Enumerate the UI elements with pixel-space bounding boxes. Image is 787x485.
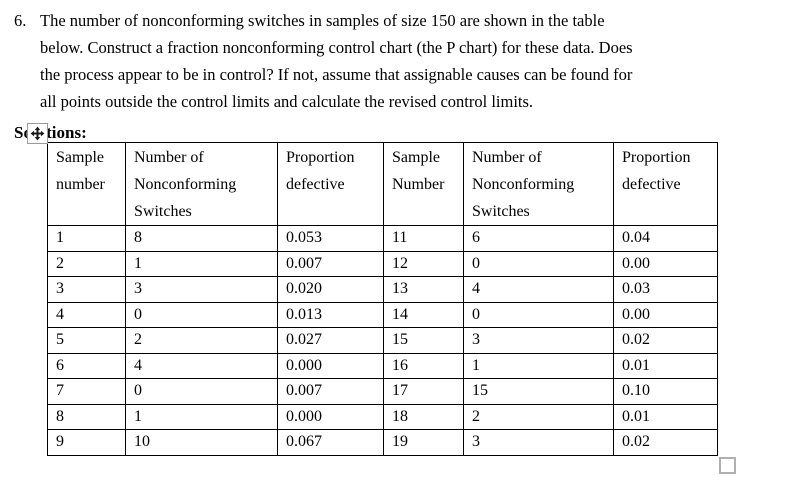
data-table: Sample number Number of Nonconforming Swi… (47, 142, 718, 456)
table-cell: 4 (463, 276, 614, 303)
table-row: 4 0 0.013 14 0 0.00 (47, 301, 718, 328)
table-cell: 1 (47, 225, 126, 252)
table-cell: 1 (125, 403, 278, 430)
table-cell: 0 (125, 378, 278, 405)
table-cell: 4 (125, 352, 278, 379)
table-cell: 9 (47, 429, 126, 456)
table-cell: 2 (125, 327, 278, 354)
column-header: Sample Number (383, 142, 464, 226)
table-cell: 5 (47, 327, 126, 354)
column-header: Sample number (47, 142, 126, 226)
column-header: Number of Nonconforming Switches (125, 142, 278, 226)
table-cell: 6 (47, 352, 126, 379)
table-cell: 7 (47, 378, 126, 405)
table-cell: 16 (383, 352, 464, 379)
table-cell: 8 (125, 225, 278, 252)
table-cell: 11 (383, 225, 464, 252)
table-cell: 3 (463, 327, 614, 354)
table-cell: 19 (383, 429, 464, 456)
table-move-handle[interactable] (27, 123, 48, 144)
table-cell: 0.020 (277, 276, 384, 303)
table-cell: 0.067 (277, 429, 384, 456)
column-header: Number of Nonconforming Switches (463, 142, 614, 226)
table-cell: 0.00 (613, 250, 718, 277)
problem-line-3: the process appear to be in control? If … (40, 65, 633, 84)
table-cell: 1 (125, 250, 278, 277)
table-cell: 17 (383, 378, 464, 405)
table-cell: 1 (463, 352, 614, 379)
table-cell: 0.10 (613, 378, 718, 405)
table-body: 1 8 0.053 11 6 0.04 2 1 0.007 12 0 0.00 3 3 0.020 13 4 0.… (47, 225, 718, 456)
problem-line-2: below. Construct a fraction nonconformin… (40, 38, 633, 57)
table-cell: 0 (463, 250, 614, 277)
table-cell: 0.01 (613, 352, 718, 379)
table-cell: 15 (383, 327, 464, 354)
table-cell: 3 (463, 429, 614, 456)
table-row: 2 1 0.007 12 0 0.00 (47, 250, 718, 277)
table-cell: 0.00 (613, 301, 718, 328)
table-cell: 0.007 (277, 250, 384, 277)
table-cell: 0 (463, 301, 614, 328)
table-cell: 12 (383, 250, 464, 277)
table-cell: 0.007 (277, 378, 384, 405)
table-row: 6 4 0.000 16 1 0.01 (47, 352, 718, 379)
table-row: 1 8 0.053 11 6 0.04 (47, 225, 718, 252)
table-cell: 13 (383, 276, 464, 303)
table-cell: 0.027 (277, 327, 384, 354)
table-cell: 0.03 (613, 276, 718, 303)
table-cell: 0.02 (613, 327, 718, 354)
table-cell: 2 (47, 250, 126, 277)
table-cell: 2 (463, 403, 614, 430)
table-cell: 14 (383, 301, 464, 328)
table-cell: 3 (125, 276, 278, 303)
table-cell: 8 (47, 403, 126, 430)
table-cell: 18 (383, 403, 464, 430)
table-row: 8 1 0.000 18 2 0.01 (47, 403, 718, 430)
table-row: 7 0 0.007 17 15 0.10 (47, 378, 718, 405)
problem-line-1: The number of nonconforming switches in … (40, 11, 605, 30)
table-resize-handle[interactable] (719, 457, 736, 474)
table-cell: 0.04 (613, 225, 718, 252)
problem-text: The number of nonconforming switches in … (40, 7, 633, 115)
table-cell: 3 (47, 276, 126, 303)
table-cell: 10 (125, 429, 278, 456)
table-row: 3 3 0.020 13 4 0.03 (47, 276, 718, 303)
table-row: 9 10 0.067 19 3 0.02 (47, 429, 718, 456)
problem-line-4: all points outside the control limits an… (40, 92, 534, 111)
table-cell: 0 (125, 301, 278, 328)
table-cell: 0.053 (277, 225, 384, 252)
table-cell: 0.02 (613, 429, 718, 456)
table-cell: 15 (463, 378, 614, 405)
table-cell: 0.013 (277, 301, 384, 328)
table-header-row: Sample number Number of Nonconforming Swi… (47, 142, 718, 226)
column-header: Proportion defective (613, 142, 718, 226)
table-cell: 0.000 (277, 403, 384, 430)
table-row: 5 2 0.027 15 3 0.02 (47, 327, 718, 354)
move-cross-icon (30, 126, 45, 141)
table-cell: 4 (47, 301, 126, 328)
table-cell: 0.01 (613, 403, 718, 430)
column-header: Proportion defective (277, 142, 384, 226)
problem-number: 6. (14, 11, 27, 30)
table-cell: 6 (463, 225, 614, 252)
table-cell: 0.000 (277, 352, 384, 379)
problem-statement: 6. The number of nonconforming switches … (14, 7, 633, 115)
